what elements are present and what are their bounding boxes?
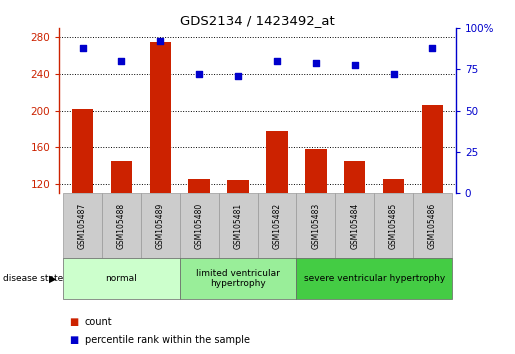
Text: ■: ■ (70, 335, 79, 345)
Text: normal: normal (106, 274, 138, 283)
Bar (374, 193, 413, 258)
Bar (344, 161, 365, 193)
Bar (335, 193, 374, 258)
Point (389, 72, 398, 77)
Point (234, 73, 242, 79)
Text: disease state: disease state (3, 274, 63, 283)
Bar (141, 193, 180, 258)
Text: GSM105484: GSM105484 (350, 202, 359, 249)
Point (156, 39, 164, 44)
Point (195, 72, 203, 77)
Bar (296, 258, 452, 299)
Text: ▶: ▶ (49, 274, 57, 284)
Text: limited ventricular
hypertrophy: limited ventricular hypertrophy (196, 269, 280, 289)
Text: GSM105489: GSM105489 (156, 202, 165, 249)
Text: GSM105482: GSM105482 (272, 202, 281, 249)
Bar (72, 109, 93, 193)
Bar (180, 193, 219, 258)
Bar (102, 193, 141, 258)
Text: severe ventricular hypertrophy: severe ventricular hypertrophy (303, 274, 445, 283)
Bar (305, 149, 327, 193)
Point (273, 58, 281, 64)
Point (351, 62, 359, 67)
Point (428, 45, 437, 51)
Text: count: count (85, 317, 113, 327)
Bar (219, 193, 258, 258)
Bar (180, 258, 296, 299)
Text: percentile rank within the sample: percentile rank within the sample (85, 335, 250, 345)
Text: GSM105480: GSM105480 (195, 202, 204, 249)
Bar (227, 180, 249, 193)
Text: GSM105485: GSM105485 (389, 202, 398, 249)
Title: GDS2134 / 1423492_at: GDS2134 / 1423492_at (180, 14, 335, 27)
Bar (383, 179, 404, 193)
Bar (63, 258, 180, 299)
Text: ■: ■ (70, 317, 79, 327)
Point (312, 60, 320, 66)
Text: GSM105483: GSM105483 (311, 202, 320, 249)
Bar (111, 161, 132, 193)
Bar (422, 105, 443, 193)
Bar (296, 193, 335, 258)
Text: GSM105488: GSM105488 (117, 202, 126, 249)
Point (78, 45, 87, 51)
Text: GSM105486: GSM105486 (428, 202, 437, 249)
Text: GSM105487: GSM105487 (78, 202, 87, 249)
Bar (258, 193, 296, 258)
Bar (413, 193, 452, 258)
Bar (188, 179, 210, 193)
Point (117, 58, 126, 64)
Bar (63, 193, 102, 258)
Text: GSM105481: GSM105481 (234, 202, 243, 249)
Bar (150, 42, 171, 193)
Bar (266, 131, 288, 193)
